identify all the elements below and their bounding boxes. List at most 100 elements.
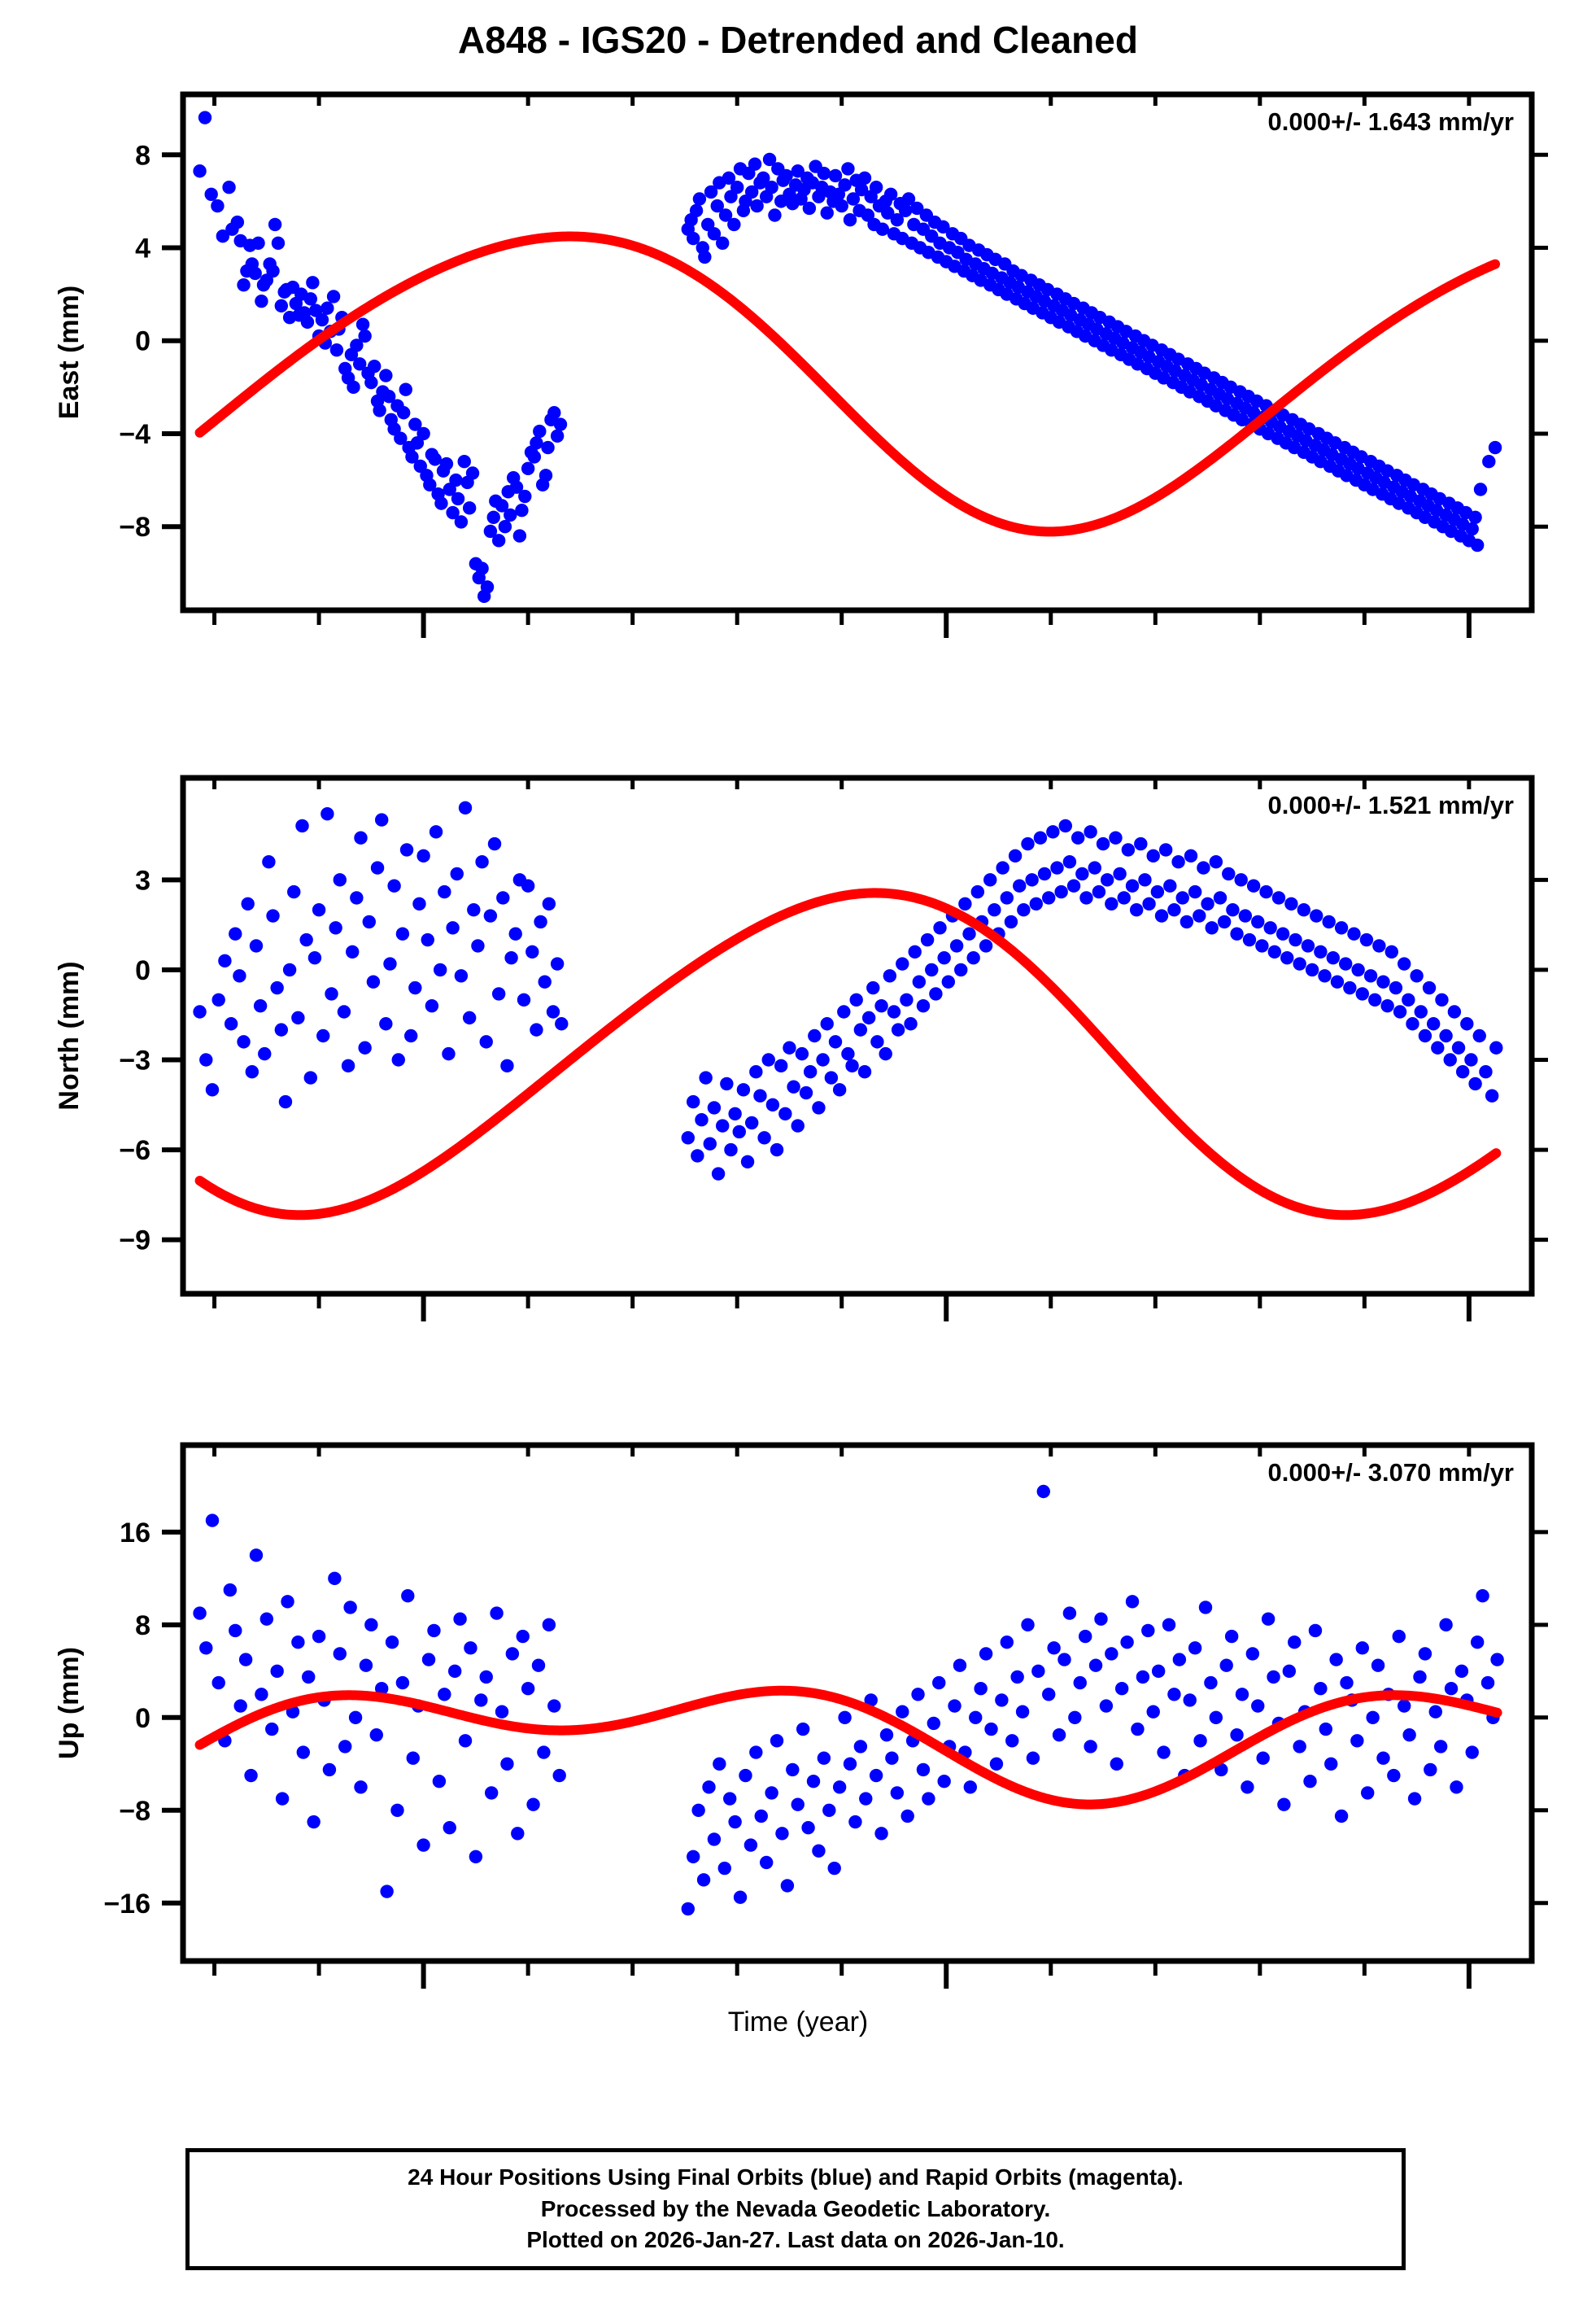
data-point (259, 1612, 274, 1626)
data-point (539, 469, 553, 483)
data-point (224, 1017, 238, 1031)
data-point (359, 1658, 373, 1672)
data-point (355, 317, 370, 331)
data-point (1480, 1675, 1495, 1690)
data-point (354, 831, 368, 845)
data-point (222, 181, 236, 194)
data-point (193, 1005, 207, 1019)
data-point (518, 489, 532, 504)
data-point (898, 203, 913, 217)
data-point (265, 1722, 279, 1736)
data-point (229, 927, 242, 941)
data-point (927, 1716, 941, 1731)
data-point (364, 375, 378, 390)
data-point (1368, 993, 1382, 1007)
data-point (496, 891, 510, 905)
data-point (757, 1131, 771, 1145)
data-point (512, 529, 527, 543)
data-point (533, 424, 547, 439)
data-point (1057, 1653, 1071, 1666)
y-tick-label: 16 (120, 1518, 150, 1548)
data-point (1310, 909, 1323, 923)
data-point (732, 1125, 746, 1139)
data-point (385, 1636, 399, 1649)
data-point (296, 1745, 311, 1759)
data-point (841, 1046, 855, 1061)
data-point (421, 1653, 436, 1666)
data-point (341, 1059, 355, 1073)
data-point (525, 945, 539, 959)
data-point (908, 945, 922, 959)
data-point (1242, 932, 1257, 947)
data-point (739, 1768, 752, 1783)
data-point (199, 1053, 213, 1067)
data-point (786, 1762, 800, 1777)
data-point (491, 534, 506, 548)
data-point (346, 945, 360, 959)
data-point (832, 1083, 847, 1097)
data-point (315, 312, 329, 327)
y-tick-label: −9 (119, 1225, 150, 1256)
data-point (1184, 849, 1198, 863)
data-point (1183, 1693, 1197, 1707)
data-point (1255, 939, 1269, 953)
data-point (1443, 1053, 1457, 1067)
data-point (963, 1780, 978, 1794)
data-point (689, 203, 704, 217)
data-point (401, 1589, 415, 1603)
data-point (350, 891, 364, 905)
data-point (274, 299, 289, 313)
data-point (454, 969, 469, 983)
data-point (467, 902, 481, 917)
data-point (854, 182, 869, 197)
data-point (530, 436, 543, 450)
data-point (728, 1107, 742, 1121)
data-point (1037, 867, 1052, 881)
data-point (347, 380, 360, 395)
data-point (1167, 1688, 1181, 1701)
data-point (1138, 873, 1152, 887)
data-point (515, 504, 529, 518)
data-point (911, 1688, 925, 1701)
data-point (1234, 873, 1248, 887)
data-point (486, 510, 500, 524)
data-point (716, 1119, 730, 1133)
data-point (1117, 891, 1131, 905)
data-point (765, 1098, 780, 1112)
data-point (449, 473, 463, 487)
data-point (1054, 884, 1068, 899)
data-point (687, 231, 700, 246)
data-point (343, 1601, 357, 1614)
data-point (1157, 1745, 1171, 1759)
data-point (1201, 897, 1214, 911)
data-point (1084, 825, 1097, 839)
data-point (698, 250, 712, 264)
data-point (1422, 980, 1437, 995)
footer-caption-box: 24 Hour Positions Using Final Orbits (bl… (185, 2148, 1406, 2270)
data-point (896, 957, 909, 971)
data-point (395, 927, 410, 941)
data-point (743, 1838, 758, 1852)
data-point (748, 157, 762, 171)
data-point (1460, 1017, 1474, 1031)
data-point (229, 1623, 242, 1638)
data-point (1261, 1612, 1275, 1626)
data-point (1193, 1734, 1207, 1748)
data-point (1075, 867, 1089, 881)
data-point (1062, 855, 1077, 869)
data-point (787, 1080, 800, 1094)
rate-annotation-east: 0.000+/- 1.643 mm/yr (1268, 107, 1514, 136)
data-point (1213, 891, 1228, 905)
data-point (479, 1035, 493, 1049)
data-point (702, 1780, 716, 1794)
data-point (1267, 945, 1282, 959)
data-point (1389, 980, 1403, 995)
data-point (750, 199, 764, 213)
axis-ticks-up: 2025.02025.52026.01680−8−16 (103, 1445, 1548, 1989)
data-point (237, 277, 251, 292)
data-point (462, 501, 477, 515)
data-point (1470, 1636, 1485, 1649)
